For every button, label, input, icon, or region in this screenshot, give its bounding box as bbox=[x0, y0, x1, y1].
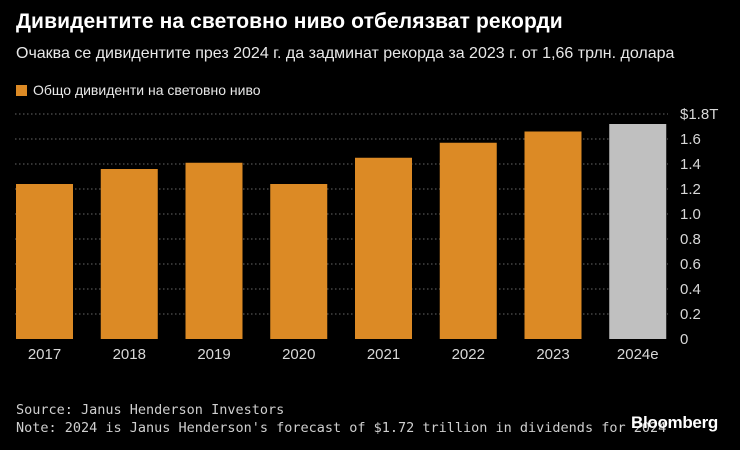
x-tick-label: 2019 bbox=[197, 346, 230, 363]
footnote: Note: 2024 is Janus Henderson's forecast… bbox=[16, 420, 667, 436]
bar-2022 bbox=[439, 142, 497, 339]
y-tick-label: 0.8 bbox=[680, 231, 701, 248]
source-note: Source: Janus Henderson Investors bbox=[16, 402, 285, 418]
bar-2018 bbox=[100, 169, 158, 339]
chart-subtitle: Очаква се дивидентите през 2024 г. да за… bbox=[16, 45, 675, 62]
x-tick-label: 2024e bbox=[617, 346, 659, 363]
x-tick-label: 2017 bbox=[28, 346, 61, 363]
y-tick-label: 1.2 bbox=[680, 181, 701, 198]
bar-2019 bbox=[185, 162, 243, 339]
legend: Общо дивиденти на световно ниво bbox=[16, 82, 261, 98]
chart-title: Дивидентите на световно ниво отбелязват … bbox=[16, 10, 563, 33]
y-tick-label: 1.6 bbox=[680, 131, 701, 148]
legend-label: Общо дивиденти на световно ниво bbox=[33, 82, 261, 98]
x-tick-label: 2022 bbox=[452, 346, 485, 363]
bar-2023 bbox=[524, 131, 582, 339]
y-tick-label: $1.8T bbox=[680, 106, 718, 123]
bar-2021 bbox=[355, 157, 412, 339]
y-tick-label: 0.6 bbox=[680, 256, 701, 273]
y-tick-label: 1.0 bbox=[680, 206, 701, 223]
y-tick-label: 0.4 bbox=[680, 281, 701, 298]
bloomberg-logo: Bloomberg bbox=[630, 413, 718, 432]
x-tick-label: 2023 bbox=[536, 346, 569, 363]
y-tick-label: 0 bbox=[680, 331, 688, 348]
y-tick-label: 0.2 bbox=[680, 306, 701, 323]
x-tick-label: 2021 bbox=[367, 346, 400, 363]
bar-2024e bbox=[609, 124, 667, 339]
bar-2017 bbox=[16, 184, 73, 339]
bar-2020 bbox=[270, 184, 328, 339]
x-tick-label: 2018 bbox=[113, 346, 146, 363]
legend-swatch bbox=[16, 84, 27, 96]
y-tick-label: 1.4 bbox=[680, 156, 701, 173]
x-tick-label: 2020 bbox=[282, 346, 315, 363]
